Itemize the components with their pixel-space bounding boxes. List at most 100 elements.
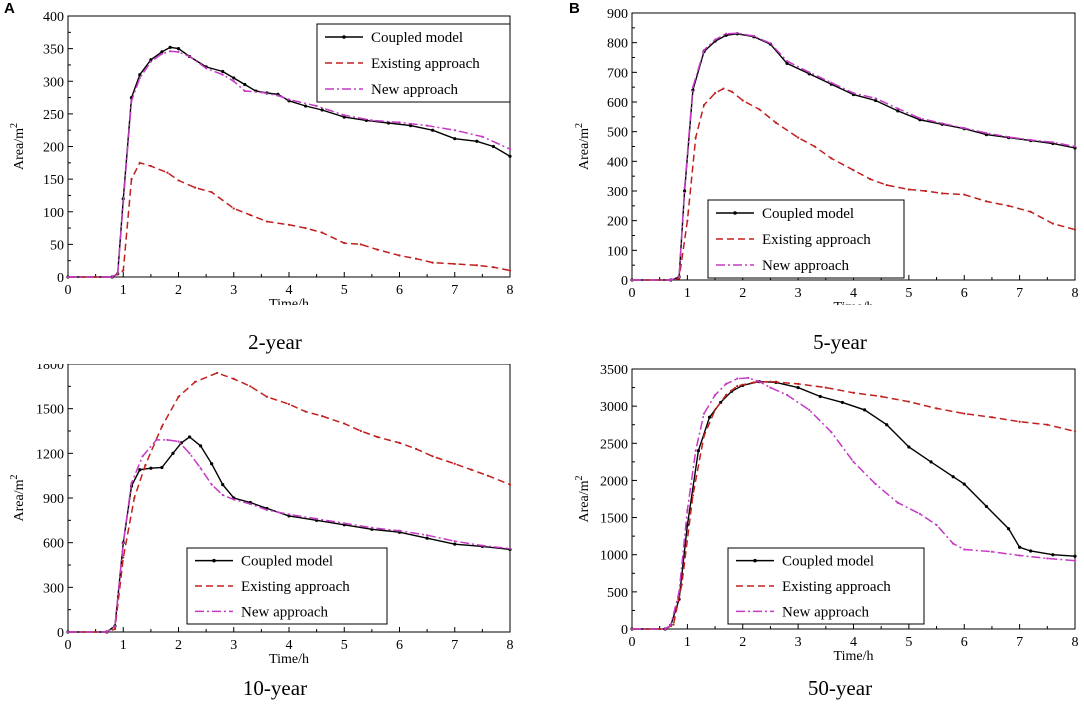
y-tick-label: 1500 xyxy=(600,512,628,527)
data-point-new-approach xyxy=(453,129,456,132)
data-point-new-approach xyxy=(343,522,346,525)
data-point-existing-approach xyxy=(907,188,910,191)
data-point-coupled-model xyxy=(199,444,203,448)
y-tick-label: 2500 xyxy=(600,437,628,452)
y-axis-label: Area/m2 xyxy=(574,476,592,523)
data-point-new-approach xyxy=(287,513,291,516)
data-point-existing-approach xyxy=(672,623,675,626)
y-tick-label: 2000 xyxy=(600,474,628,489)
data-point-new-approach xyxy=(963,548,966,551)
y-tick-label: 600 xyxy=(43,537,64,552)
data-point-new-approach xyxy=(758,380,761,383)
y-tick-label: 1500 xyxy=(36,403,64,418)
data-point-new-approach xyxy=(205,67,208,70)
data-point-coupled-model xyxy=(187,435,192,439)
x-tick-label: 0 xyxy=(65,283,72,298)
data-point-existing-approach xyxy=(797,382,800,385)
x-tick-label: 8 xyxy=(1072,635,1079,650)
data-point-new-approach xyxy=(1051,141,1054,144)
data-point-existing-approach xyxy=(824,386,827,389)
data-point-new-approach xyxy=(852,92,855,95)
data-point-new-approach xyxy=(830,81,833,84)
x-tick-label: 7 xyxy=(451,638,458,653)
x-tick-label: 6 xyxy=(961,286,968,301)
data-point-new-approach xyxy=(370,119,373,122)
data-point-coupled-model xyxy=(696,449,701,453)
data-point-existing-approach xyxy=(249,213,252,217)
data-point-new-approach xyxy=(260,91,263,94)
data-point-new-approach xyxy=(130,482,133,485)
x-tick-label: 3 xyxy=(795,286,802,301)
series-line-existing-approach xyxy=(68,372,511,633)
data-point-new-approach xyxy=(276,94,280,97)
y-tick-label: 250 xyxy=(43,108,64,123)
data-point-new-approach xyxy=(702,48,706,52)
data-point-new-approach xyxy=(736,377,739,380)
data-point-new-approach xyxy=(210,483,213,486)
data-point-existing-approach xyxy=(177,179,180,182)
data-point-new-approach xyxy=(66,630,70,634)
data-point-new-approach xyxy=(155,438,158,442)
data-point-coupled-model xyxy=(951,475,955,479)
data-point-existing-approach xyxy=(752,381,755,384)
data-point-new-approach xyxy=(1029,138,1032,142)
x-tick-label: 4 xyxy=(286,638,293,653)
y-tick-label: 0 xyxy=(621,274,628,289)
x-tick-label: 4 xyxy=(850,286,857,301)
y-tick-label: 500 xyxy=(607,126,628,141)
data-point-existing-approach xyxy=(343,241,346,245)
y-tick-label: 100 xyxy=(43,206,64,221)
data-point-coupled-model xyxy=(475,139,479,143)
data-point-coupled-model xyxy=(896,109,900,113)
data-point-new-approach xyxy=(169,50,172,53)
data-point-existing-approach xyxy=(869,178,872,181)
data-point-coupled-model xyxy=(984,504,988,509)
x-tick-label: 7 xyxy=(451,283,458,298)
x-tick-label: 4 xyxy=(286,283,293,298)
legend-label-coupled-model: Coupled model xyxy=(762,206,854,222)
data-point-new-approach xyxy=(177,440,180,443)
data-point-new-approach xyxy=(249,502,252,506)
data-point-existing-approach xyxy=(508,483,512,486)
data-point-existing-approach xyxy=(177,395,180,398)
x-axis-label: Time/h xyxy=(269,297,309,305)
data-point-existing-approach xyxy=(935,407,938,410)
y-tick-label: 0 xyxy=(621,623,628,638)
data-point-existing-approach xyxy=(713,408,717,411)
data-point-new-approach xyxy=(221,493,224,497)
x-axis-label: Time/h xyxy=(269,652,309,667)
panel-letter-b: B xyxy=(569,0,580,17)
data-point-existing-approach xyxy=(852,169,855,172)
y-tick-label: 400 xyxy=(607,155,628,170)
data-point-coupled-model xyxy=(138,468,142,472)
data-point-new-approach xyxy=(725,32,728,35)
data-point-coupled-model xyxy=(862,408,867,412)
data-point-new-approach xyxy=(315,517,318,520)
y-tick-label: 300 xyxy=(607,185,628,200)
data-point-existing-approach xyxy=(414,257,418,260)
data-point-new-approach xyxy=(113,624,117,628)
x-tick-label: 8 xyxy=(1072,286,1079,301)
y-tick-label: 900 xyxy=(43,492,64,507)
x-tick-label: 6 xyxy=(396,283,403,298)
data-point-new-approach xyxy=(122,200,125,204)
data-point-existing-approach xyxy=(160,425,164,428)
chart-5-year: 0 1 2 3 4 5 6 7 8 0 100 200 300 400 500 600 700 800 900 Tim… xyxy=(574,7,1079,305)
data-point-new-approach xyxy=(941,122,944,125)
data-point-coupled-model xyxy=(243,82,247,87)
data-point-existing-approach xyxy=(193,186,197,189)
caption-5-year: 5-year xyxy=(813,330,867,354)
data-point-existing-approach xyxy=(287,223,291,226)
data-point-coupled-model xyxy=(818,394,822,399)
data-point-new-approach xyxy=(702,412,706,415)
y-tick-label: 1800 xyxy=(36,364,64,373)
y-tick-label: 3000 xyxy=(600,400,628,415)
data-point-existing-approach xyxy=(924,189,927,193)
data-point-coupled-model xyxy=(508,154,512,158)
data-point-new-approach xyxy=(785,393,789,397)
data-point-new-approach xyxy=(830,431,833,434)
y-tick-label: 1000 xyxy=(600,549,628,564)
caption-2-year: 2-year xyxy=(248,330,302,354)
y-tick-label: 0 xyxy=(57,626,64,641)
